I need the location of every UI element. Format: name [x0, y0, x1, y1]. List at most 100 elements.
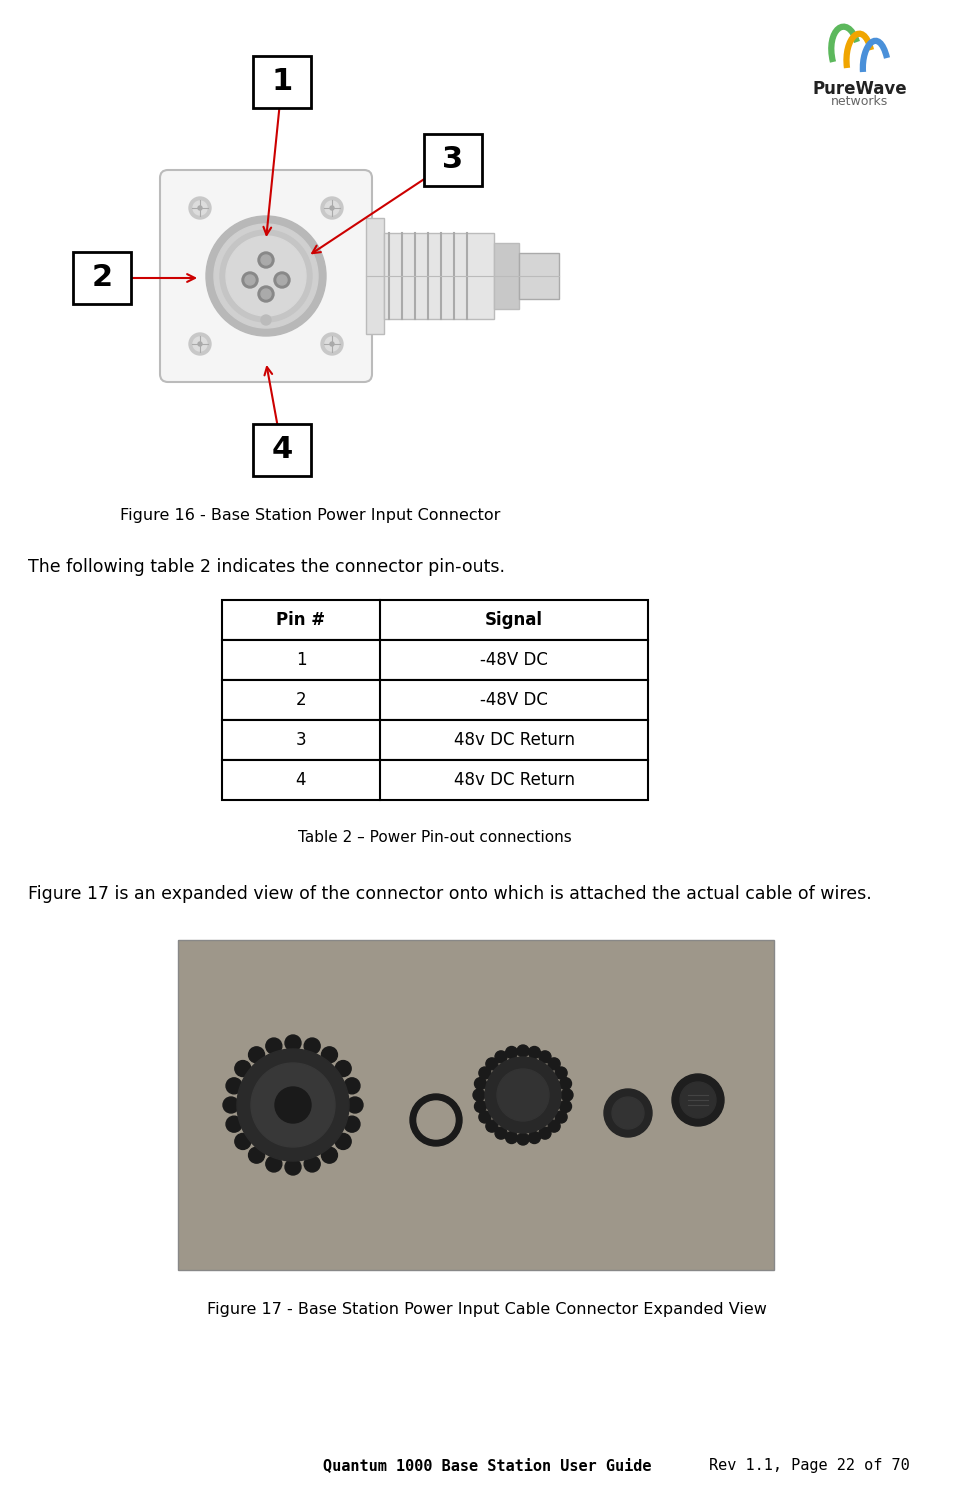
Text: 4: 4 [296, 770, 306, 788]
Circle shape [198, 206, 202, 211]
Circle shape [604, 1088, 652, 1138]
Text: The following table 2 indicates the connector pin-outs.: The following table 2 indicates the conn… [28, 558, 505, 576]
Text: 1: 1 [296, 651, 306, 669]
Circle shape [495, 1051, 507, 1063]
Circle shape [248, 1147, 265, 1163]
Bar [384, 233, 494, 320]
Bar [253, 424, 311, 476]
Bar [253, 57, 311, 107]
Circle shape [486, 1059, 498, 1070]
Text: 2: 2 [296, 691, 306, 709]
Circle shape [517, 1045, 529, 1057]
Circle shape [248, 1047, 265, 1063]
Circle shape [226, 236, 306, 317]
Circle shape [285, 1159, 301, 1175]
Circle shape [223, 1097, 239, 1112]
Circle shape [539, 1051, 551, 1063]
Text: Signal: Signal [485, 611, 543, 629]
Circle shape [555, 1111, 567, 1123]
Circle shape [189, 197, 211, 219]
Circle shape [495, 1127, 507, 1139]
Text: 4: 4 [272, 436, 292, 464]
Circle shape [417, 1100, 455, 1139]
Circle shape [304, 1156, 320, 1172]
Text: Pin #: Pin # [277, 611, 325, 629]
Circle shape [506, 1047, 517, 1059]
Circle shape [285, 1035, 301, 1051]
Circle shape [258, 287, 274, 302]
Circle shape [672, 1073, 724, 1126]
Circle shape [193, 337, 207, 351]
Circle shape [214, 224, 318, 328]
Circle shape [189, 333, 211, 355]
Circle shape [321, 333, 343, 355]
Circle shape [347, 1097, 363, 1112]
Text: Quantum 1000 Base Station User Guide: Quantum 1000 Base Station User Guide [322, 1459, 652, 1474]
Circle shape [559, 1078, 572, 1090]
Circle shape [274, 272, 290, 288]
Circle shape [226, 1117, 242, 1132]
Circle shape [258, 252, 274, 269]
Circle shape [474, 1078, 486, 1090]
Circle shape [561, 1088, 573, 1100]
Text: Figure 16 - Base Station Power Input Connector: Figure 16 - Base Station Power Input Con… [120, 508, 501, 523]
Text: -48V DC: -48V DC [480, 651, 548, 669]
Circle shape [251, 1063, 335, 1147]
Circle shape [330, 342, 334, 346]
Circle shape [344, 1078, 360, 1094]
Text: 48v DC Return: 48v DC Return [454, 770, 575, 788]
Circle shape [206, 216, 326, 336]
Circle shape [485, 1057, 561, 1133]
Circle shape [304, 1038, 320, 1054]
Circle shape [479, 1067, 491, 1079]
Circle shape [242, 272, 258, 288]
Circle shape [321, 1047, 337, 1063]
Text: 48v DC Return: 48v DC Return [454, 732, 575, 749]
Circle shape [277, 275, 287, 285]
Circle shape [321, 1147, 337, 1163]
Circle shape [548, 1120, 560, 1132]
Circle shape [220, 230, 312, 322]
Bar [73, 252, 131, 305]
Bar [222, 760, 648, 800]
Circle shape [193, 202, 207, 215]
Text: -48V DC: -48V DC [480, 691, 548, 709]
Circle shape [680, 1082, 716, 1118]
Circle shape [325, 337, 339, 351]
Circle shape [559, 1100, 572, 1112]
Circle shape [245, 275, 255, 285]
Circle shape [235, 1133, 251, 1150]
Circle shape [548, 1059, 560, 1070]
FancyBboxPatch shape [160, 170, 372, 382]
Circle shape [321, 197, 343, 219]
Text: 3: 3 [296, 732, 306, 749]
Bar [424, 134, 482, 187]
Circle shape [261, 255, 271, 264]
Circle shape [479, 1111, 491, 1123]
Bar [178, 941, 774, 1271]
Bar [222, 640, 648, 679]
Circle shape [528, 1132, 541, 1144]
Circle shape [612, 1097, 644, 1129]
Circle shape [226, 1078, 242, 1094]
Circle shape [473, 1088, 485, 1100]
Text: 2: 2 [92, 263, 113, 293]
Bar [222, 679, 648, 720]
Circle shape [261, 315, 271, 325]
Circle shape [517, 1133, 529, 1145]
Circle shape [266, 1038, 281, 1054]
Text: 3: 3 [442, 145, 464, 175]
Bar [222, 720, 648, 760]
Circle shape [410, 1094, 462, 1147]
Circle shape [266, 1156, 281, 1172]
Bar [222, 600, 648, 640]
Circle shape [539, 1127, 551, 1139]
Bar [178, 941, 774, 1271]
Circle shape [235, 1060, 251, 1076]
Circle shape [198, 342, 202, 346]
Text: Rev 1.1, Page 22 of 70: Rev 1.1, Page 22 of 70 [709, 1459, 910, 1474]
Circle shape [506, 1132, 517, 1144]
Circle shape [330, 206, 334, 211]
Text: 1: 1 [272, 67, 292, 97]
Text: Figure 17 - Base Station Power Input Cable Connector Expanded View: Figure 17 - Base Station Power Input Cab… [207, 1302, 767, 1317]
